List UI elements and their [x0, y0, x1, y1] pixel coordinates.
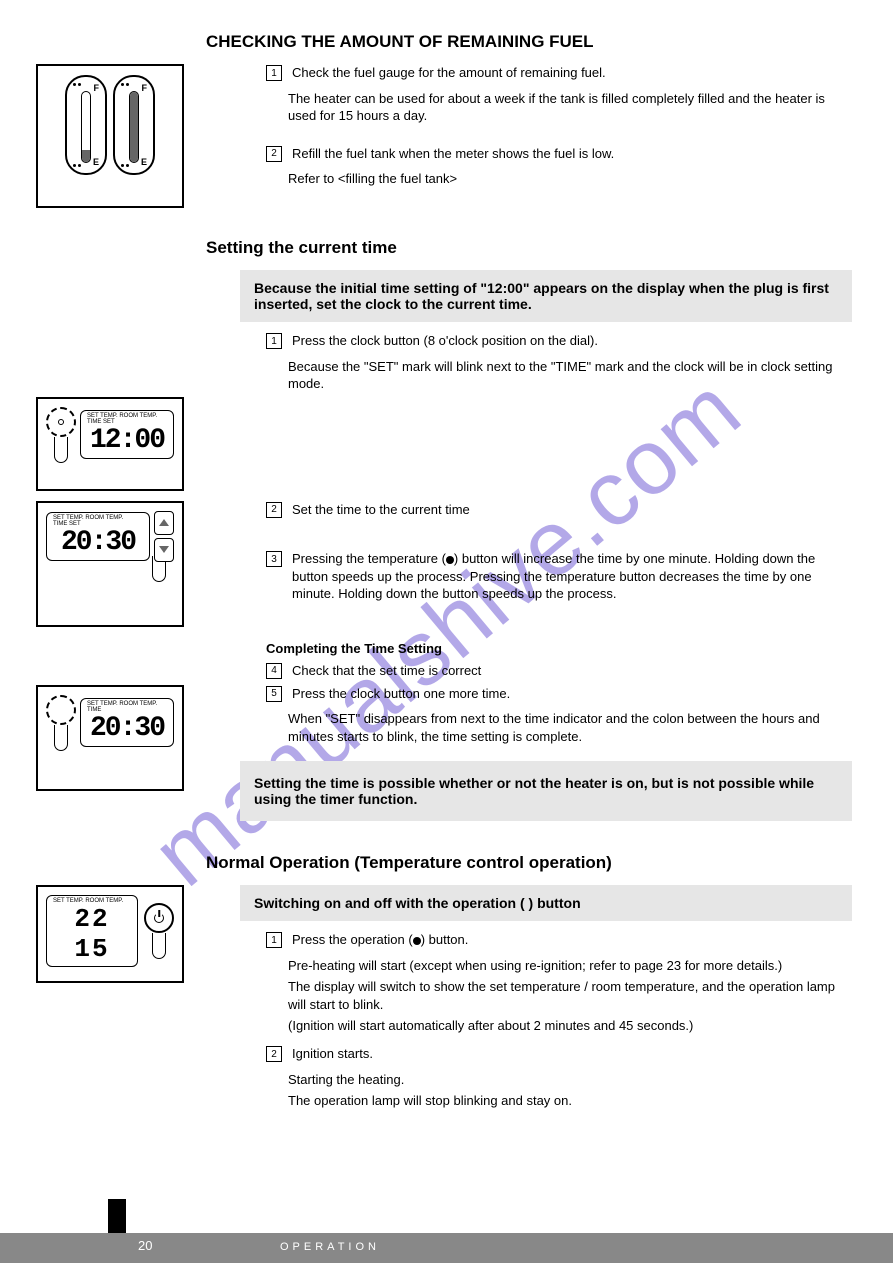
bullet-text: The display will switch to show the set …	[288, 978, 846, 1013]
down-arrow-icon	[154, 538, 174, 562]
step-text: Check that the set time is correct	[292, 662, 481, 680]
section-title-operation: Normal Operation (Temperature control op…	[206, 853, 893, 873]
footer-text: OPERATION	[280, 1241, 380, 1253]
step-text: Press the operation () button.	[292, 931, 468, 949]
footer-tab	[108, 1199, 126, 1233]
lcd-illustration-1200: SET TEMP. ROOM TEMP. TIME SET 12:00	[36, 397, 184, 491]
power-icon	[144, 903, 174, 933]
highlight-note: Setting the time is possible whether or …	[240, 761, 852, 821]
step-text: Ignition starts.	[292, 1045, 373, 1063]
highlight-note: Because the initial time setting of "12:…	[240, 270, 852, 322]
step-text: Set the time to the current time	[292, 501, 470, 519]
section-title-time: Setting the current time	[206, 238, 893, 258]
bullet-text: When "SET" disappears from next to the t…	[288, 710, 846, 745]
bullet-text: (Ignition will start automatically after…	[288, 1017, 846, 1035]
step-text: Check the fuel gauge for the amount of r…	[292, 64, 606, 82]
lcd-value: 22 15	[53, 904, 131, 964]
bullet-text: Starting the heating.	[288, 1071, 846, 1089]
bullet-text: Because the "SET" mark will blink next t…	[288, 358, 846, 393]
step-marker: 2	[266, 146, 282, 162]
lcd-illustration-2030: SET TEMP. ROOM TEMP. TIME SET 20:30	[36, 501, 184, 627]
fuel-gauge-illustration: FE FE	[36, 64, 184, 208]
subsection-label: Completing the Time Setting	[266, 641, 846, 656]
bullet-text: The operation lamp will stop blinking an…	[288, 1092, 846, 1110]
step-marker: 5	[266, 686, 282, 702]
step-marker: 3	[266, 551, 282, 567]
bullet-text: Refer to <filling the fuel tank>	[288, 170, 846, 188]
lcd-illustration-2030b: SET TEMP. ROOM TEMP. TIME 20:30	[36, 685, 184, 791]
step-marker: 2	[266, 1046, 282, 1062]
bullet-text: Pre-heating will start (except when usin…	[288, 957, 846, 975]
highlight-note: Switching on and off with the operation …	[240, 885, 852, 921]
step-text: Press the clock button one more time.	[292, 685, 510, 703]
lcd-illustration-2215: SET TEMP. ROOM TEMP. 22 15	[36, 885, 184, 983]
step-text: Pressing the temperature () button will …	[292, 550, 846, 603]
footer-bar	[0, 1233, 893, 1263]
bullet-text: The heater can be used for about a week …	[288, 90, 846, 125]
step-text: Press the clock button (8 o'clock positi…	[292, 332, 598, 350]
lcd-time: 20:30	[87, 713, 167, 744]
step-marker: 4	[266, 663, 282, 679]
up-arrow-icon	[154, 511, 174, 535]
step-marker: 1	[266, 333, 282, 349]
section-title-fuel: CHECKING THE AMOUNT OF REMAINING FUEL	[206, 32, 893, 52]
step-text: Refill the fuel tank when the meter show…	[292, 145, 614, 163]
page-number: 20	[138, 1238, 152, 1253]
step-marker: 1	[266, 932, 282, 948]
page-content: CHECKING THE AMOUNT OF REMAINING FUEL FE…	[0, 0, 893, 1110]
step-marker: 1	[266, 65, 282, 81]
lcd-time: 20:30	[53, 527, 143, 558]
step-marker: 2	[266, 502, 282, 518]
lcd-time: 12:00	[87, 425, 167, 456]
